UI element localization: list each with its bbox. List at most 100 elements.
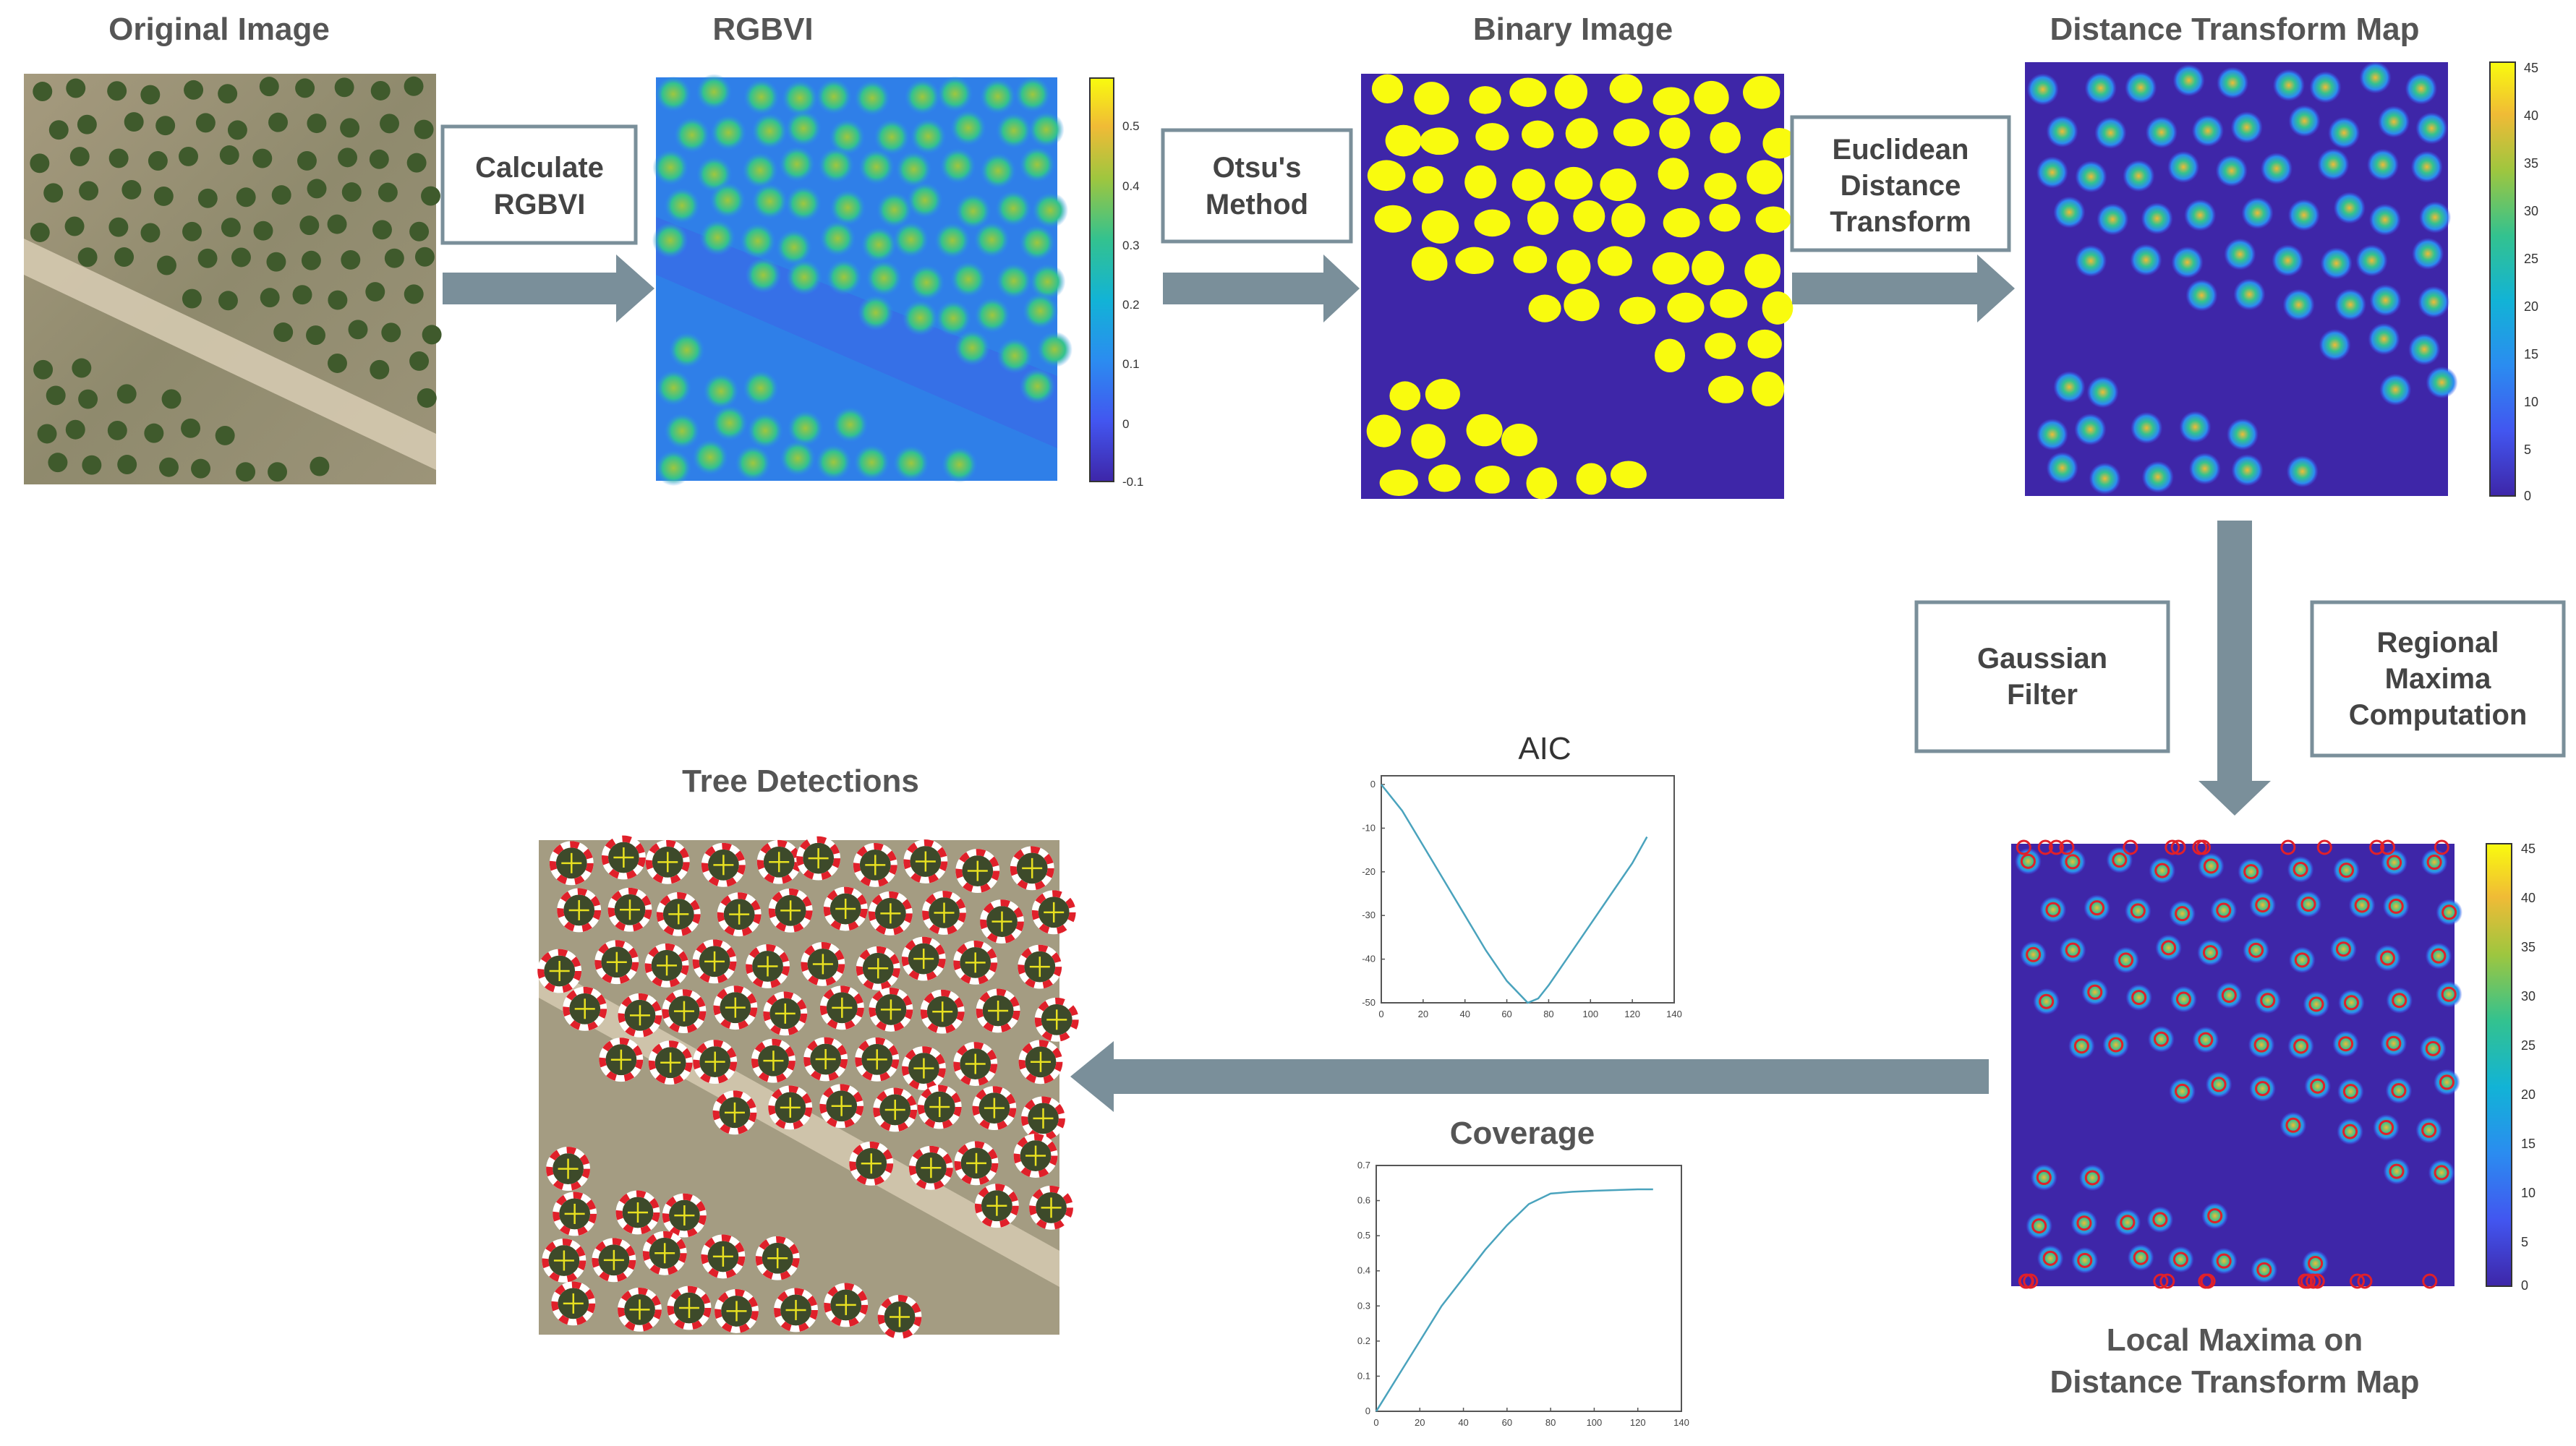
rgbvi-crown	[692, 439, 729, 476]
maxima-marker	[2018, 1273, 2034, 1289]
detection-ring-dash	[546, 1147, 590, 1192]
tree-crown	[417, 388, 437, 408]
tree-crown	[116, 384, 137, 404]
rgbvi-crown	[876, 192, 913, 228]
maxima-marker	[2153, 1273, 2169, 1289]
maxima-peak	[2243, 936, 2269, 964]
step-edt-line1: Euclidean	[1833, 134, 1969, 166]
rgbvi-crown	[652, 149, 689, 186]
distance-peak	[2241, 197, 2274, 229]
detection-ring-dash	[868, 891, 913, 936]
distance-peak	[2036, 156, 2068, 189]
maxima-peak	[2148, 1025, 2175, 1053]
maxima-marker	[2256, 1262, 2272, 1278]
tree-crown	[384, 248, 404, 268]
distance-peak	[2359, 61, 2392, 94]
tree-crown	[195, 113, 216, 133]
maxima-marker	[2425, 1040, 2441, 1056]
detection-ring-dash	[1029, 1185, 1073, 1230]
detection-ring-dash	[542, 1238, 587, 1283]
rgbvi-tick-0.3: 0.3	[1122, 239, 1140, 252]
maxima-peak	[2210, 1247, 2238, 1275]
tree-crown	[153, 186, 174, 206]
tree-crown	[64, 216, 85, 236]
tree-crown	[159, 457, 179, 477]
maxima-marker	[2175, 991, 2191, 1007]
maxima-marker	[2154, 863, 2170, 878]
maxima-peak	[2210, 897, 2238, 924]
maxima-marker	[2441, 986, 2457, 1002]
step-calculate-rgbvi-line1: Calculate	[475, 152, 604, 184]
binary-crown	[1420, 127, 1459, 155]
title-local-maxima-2: Distance Transform Map	[2050, 1364, 2419, 1400]
binary-crown	[1762, 291, 1794, 325]
tree-crown	[292, 285, 312, 305]
maxima-peak	[2251, 1256, 2278, 1283]
detection-ring-dash	[974, 1184, 1019, 1228]
maxima-marker	[2434, 1165, 2449, 1181]
maxima-marker	[2300, 1273, 2316, 1289]
distance-peak	[2046, 115, 2078, 147]
step-gaussian: Gaussian Filter	[1914, 600, 2170, 753]
original-image	[24, 74, 442, 484]
rgbvi-crown	[1036, 331, 1073, 368]
rgbvi-crown	[934, 222, 971, 259]
coverage-title: Coverage	[1450, 1116, 1595, 1151]
tree-crown	[341, 182, 362, 202]
detection-ring-dash	[553, 1192, 597, 1236]
tree-crown	[182, 288, 202, 309]
maxima-marker	[2357, 1273, 2373, 1289]
rgbvi-crown	[673, 116, 710, 153]
rgbvi-crown	[711, 405, 748, 442]
binary-crown	[1658, 158, 1689, 190]
flow-arrows	[443, 254, 2271, 1112]
rgbvi-tick-0.2: 0.2	[1122, 298, 1140, 312]
tree-crown	[253, 221, 273, 241]
tree-crown	[421, 186, 440, 206]
maxima-peak	[2197, 939, 2224, 966]
maxima-marker	[2118, 952, 2134, 968]
rgbvi-crown	[937, 75, 973, 112]
maxima-peak	[2330, 936, 2357, 963]
rgbvi-crown	[1019, 146, 1056, 183]
binary-crown	[1464, 165, 1497, 199]
binary-image	[1361, 74, 1796, 500]
rgbvi-crown	[853, 444, 890, 481]
maxima-marker	[2426, 855, 2442, 870]
maxima-marker	[2077, 1252, 2093, 1268]
maxima-marker	[2207, 1208, 2223, 1224]
binary-crown	[1743, 76, 1780, 109]
rgbvi-crown	[939, 147, 976, 184]
tree-detections-image	[537, 835, 1079, 1339]
x-tick-label: 120	[1630, 1417, 1646, 1428]
binary-crown	[1576, 463, 1607, 495]
lm-tick-0: 0	[2521, 1278, 2528, 1293]
tree-crown	[310, 456, 330, 476]
distance-peak	[2094, 116, 2127, 149]
detection-ring-dash	[849, 1141, 894, 1186]
step-calculate-rgbvi: Calculate RGBVI	[440, 124, 638, 245]
dt-tick-40: 40	[2524, 108, 2538, 123]
detection-ring-dash	[551, 1281, 596, 1326]
binary-crown	[1744, 254, 1781, 288]
tree-crown	[380, 114, 399, 134]
binary-crown	[1371, 74, 1404, 103]
distance-peak	[2185, 279, 2218, 312]
detection-ring-dash	[819, 1084, 864, 1129]
distance-peak	[2288, 105, 2321, 137]
distance-peak	[2286, 455, 2319, 488]
distance-peak	[2075, 161, 2107, 193]
tree-crown	[370, 359, 390, 380]
maxima-peak	[2071, 1246, 2099, 1274]
maxima-peak	[2125, 984, 2153, 1011]
arrow-3	[1792, 254, 2015, 322]
dt-tick-5: 5	[2524, 442, 2531, 457]
detection-ring-dash	[763, 991, 808, 1036]
maxima-peak	[2332, 1030, 2359, 1058]
maxima-marker	[2170, 839, 2186, 855]
distance-peak	[2217, 67, 2249, 99]
detection-ring-dash	[855, 1037, 900, 1082]
detection-ring-dash	[953, 1042, 998, 1086]
tree-crown	[218, 291, 238, 311]
distance-peak	[2089, 462, 2121, 495]
